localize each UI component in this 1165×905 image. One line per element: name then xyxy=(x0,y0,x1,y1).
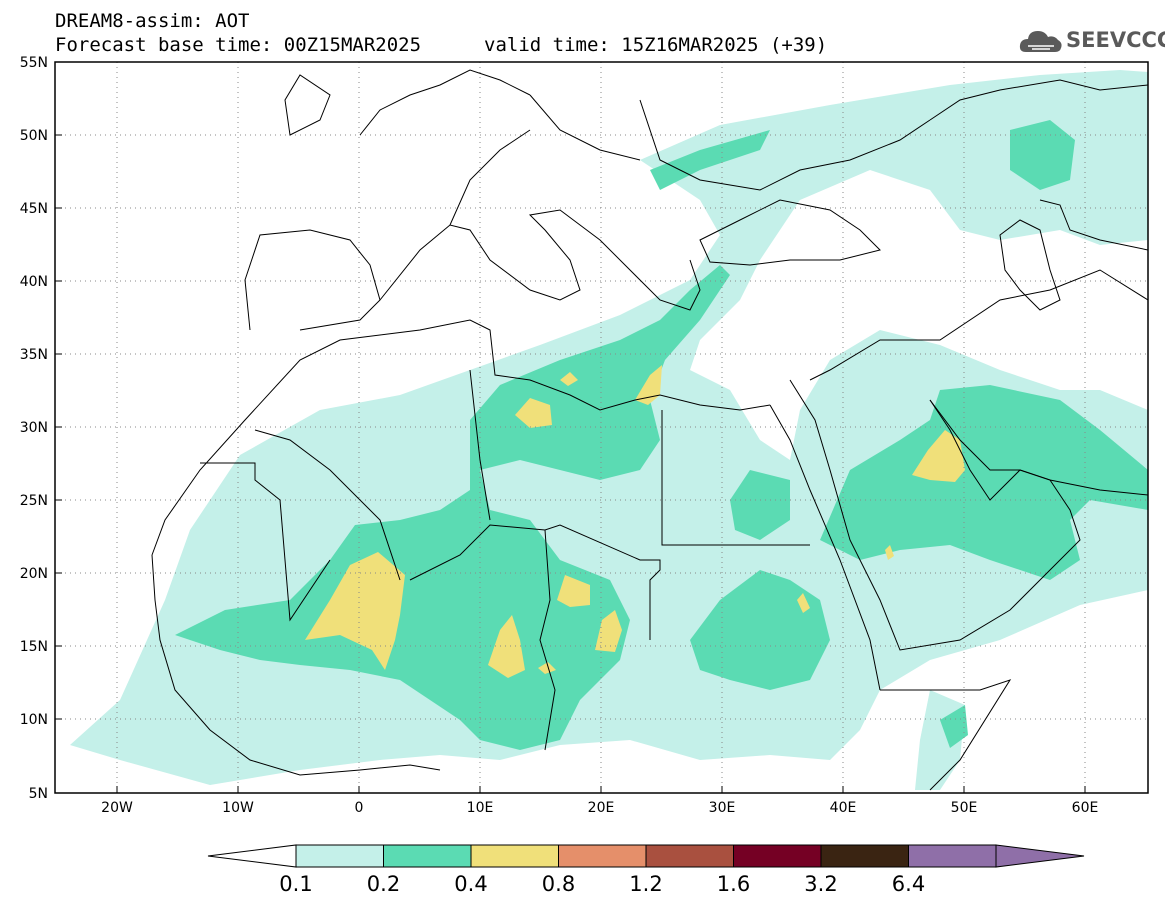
colorbar-segment xyxy=(820,844,909,868)
coastlines xyxy=(151,69,1148,791)
lon-tick-20w: 20W xyxy=(101,800,133,816)
aot-level-0-4-area xyxy=(305,365,965,678)
colorbar-label: 0.2 xyxy=(367,872,400,896)
colorbar-segment xyxy=(908,844,997,868)
lat-tick-40n: 40N xyxy=(20,274,48,290)
colorbar-label: 1.2 xyxy=(629,872,662,896)
map-title: DREAM8-assim: AOT xyxy=(55,10,250,32)
lat-tick-55n: 55N xyxy=(20,55,48,71)
colorbar-segment xyxy=(558,844,647,868)
colorbar-label: 6.4 xyxy=(892,872,925,896)
colorbar-max-arrow xyxy=(995,844,1085,868)
lat-tick-5n: 5N xyxy=(29,786,48,802)
colorbar-label: 3.2 xyxy=(804,872,837,896)
colorbar-label: 0.8 xyxy=(542,872,575,896)
lon-axis: 20W 10W 0 10E 20E 30E 40E 50E 60E xyxy=(101,786,1098,816)
cloud-logo-icon xyxy=(1019,31,1062,52)
colorbar-segment xyxy=(733,844,822,868)
lon-tick-30e: 30E xyxy=(709,800,736,816)
colorbar-segment xyxy=(383,844,472,868)
colorbar-segment xyxy=(645,844,734,868)
logo-text: SEEVCCC xyxy=(1066,28,1165,52)
lat-tick-50n: 50N xyxy=(20,128,48,144)
lon-tick-60e: 60E xyxy=(1072,800,1099,816)
lat-tick-20n: 20N xyxy=(20,566,48,582)
lat-tick-45n: 45N xyxy=(20,201,48,217)
colorbar-min-arrow xyxy=(207,844,297,868)
lat-tick-15n: 15N xyxy=(20,639,48,655)
seevccc-logo: SEEVCCC xyxy=(1018,24,1165,58)
lon-tick-10e: 10E xyxy=(467,800,494,816)
lat-tick-10n: 10N xyxy=(20,712,48,728)
aot-fields xyxy=(55,62,1148,793)
colorbar-label: 0.4 xyxy=(454,872,487,896)
lat-axis: 55N 50N 45N 40N 35N 30N 25N 20N 15N 10N … xyxy=(20,55,62,802)
lat-tick-25n: 25N xyxy=(20,493,48,509)
colorbar-labels: 0.1 0.2 0.4 0.8 1.2 1.6 3.2 6.4 xyxy=(279,872,925,896)
lon-tick-40e: 40E xyxy=(830,800,857,816)
colorbar-segment xyxy=(470,844,559,868)
lat-tick-30n: 30N xyxy=(20,420,48,436)
lon-tick-20e: 20E xyxy=(588,800,615,816)
lon-tick-50e: 50E xyxy=(951,800,978,816)
lon-tick-0: 0 xyxy=(355,800,364,816)
colorbar-label: 0.1 xyxy=(279,872,312,896)
colorbar-label: 1.6 xyxy=(717,872,750,896)
colorbar-boxes xyxy=(207,844,1085,868)
colorbar-segment xyxy=(295,844,384,868)
valid-time-label: valid time: 15Z16MAR2025 (+39) xyxy=(484,34,828,56)
lat-tick-35n: 35N xyxy=(20,347,48,363)
base-time-label: Forecast base time: 00Z15MAR2025 xyxy=(55,34,422,56)
lon-tick-10w: 10W xyxy=(222,800,254,816)
